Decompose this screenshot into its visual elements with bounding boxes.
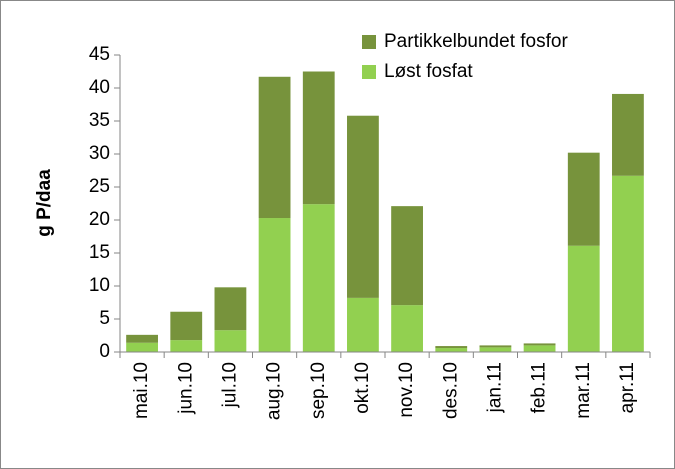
x-tick-label: jun.10	[175, 362, 196, 415]
bar-segment	[214, 330, 247, 352]
bar-segment	[391, 305, 423, 352]
legend-swatch	[362, 65, 376, 79]
y-tick-label: 25	[89, 176, 110, 197]
x-tick-label: sep.10	[308, 362, 329, 419]
y-tick-label: 15	[89, 242, 110, 263]
y-axis-label: g P/daa	[34, 169, 55, 237]
x-tick-label: aug.10	[264, 362, 285, 420]
bar-segment	[302, 204, 335, 352]
bar-segment	[126, 334, 158, 343]
bar-segment	[347, 297, 379, 352]
bar-segment	[302, 71, 335, 205]
bar-segment	[435, 346, 468, 349]
y-tick-label: 35	[89, 110, 110, 131]
bar-segment	[523, 345, 556, 352]
bar-segment	[258, 76, 291, 219]
x-tick-label: mai.10	[131, 362, 152, 419]
bar-segment	[170, 340, 203, 352]
bar-segment	[347, 115, 379, 298]
x-tick-label: mar.11	[573, 362, 594, 419]
y-tick-label: 0	[99, 341, 110, 362]
y-tick-label: 45	[89, 44, 110, 65]
x-tick-label: feb.11	[529, 362, 550, 413]
y-tick-label: 20	[89, 209, 110, 230]
legend-label: Løst fosfat	[384, 61, 473, 82]
bar-segment	[612, 93, 644, 176]
bar-segment	[170, 311, 203, 341]
bar-segment	[567, 152, 600, 246]
bar-segment	[523, 343, 556, 346]
y-tick-label: 10	[89, 275, 110, 296]
x-tick-label: jan.11	[484, 362, 505, 413]
legend-swatch	[362, 35, 376, 49]
x-tick-label: des.10	[440, 362, 461, 419]
bar-segment	[214, 287, 247, 331]
bar-segment	[258, 218, 291, 352]
bar-segment	[391, 206, 423, 306]
bar-segment	[435, 348, 468, 352]
x-tick-label: okt.10	[352, 362, 373, 414]
bar-segment	[612, 175, 644, 352]
y-tick-label: 40	[89, 77, 110, 98]
x-tick-label: apr.11	[617, 362, 638, 413]
x-tick-label: jul.10	[219, 362, 240, 408]
y-tick-label: 5	[99, 308, 110, 329]
legend-label: Partikkelbundet fosfor	[384, 31, 568, 52]
x-tick-label: nov.10	[396, 362, 417, 418]
y-tick-label: 30	[89, 143, 110, 164]
bar-segment	[567, 245, 600, 352]
bar-segment	[126, 342, 158, 352]
bar-segment	[479, 345, 512, 348]
bar-segment	[479, 347, 512, 352]
